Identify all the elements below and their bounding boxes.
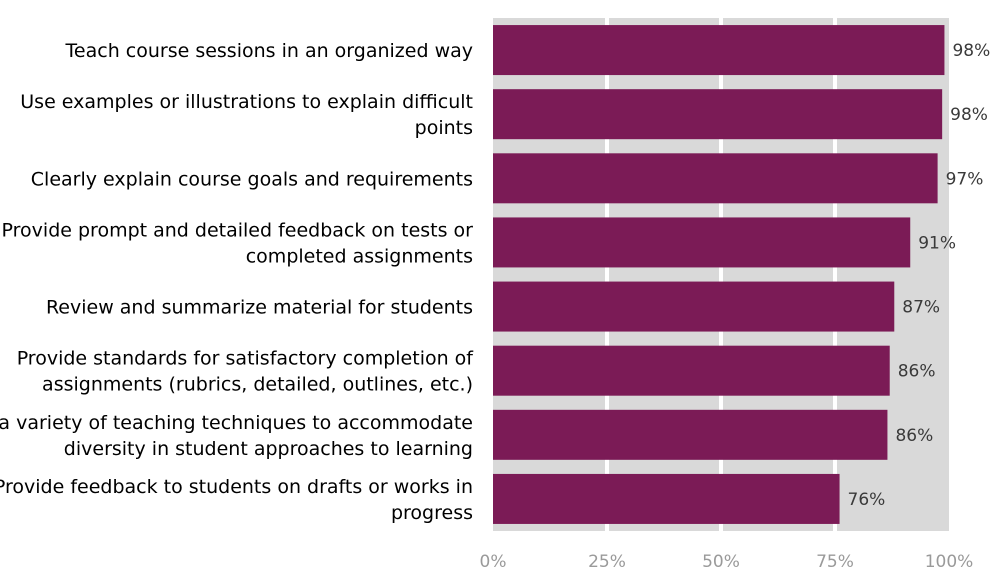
bar-1 — [493, 25, 945, 76]
bar-5 — [493, 281, 895, 332]
value-label-8: 76% — [848, 490, 886, 510]
bar-2 — [493, 89, 943, 140]
category-label-3: Clearly explain course goals and require… — [31, 168, 473, 190]
x-tick-label-25: 25% — [588, 552, 626, 572]
bars — [493, 25, 945, 524]
bar-4 — [493, 217, 911, 268]
value-labels: 98% 98% 97% 91% 87% 86% 86% 76% — [848, 41, 991, 510]
category-label-2-line-1: Use examples or illustrations to explain… — [20, 91, 473, 113]
value-label-5: 87% — [902, 298, 940, 318]
category-label-8-line-1: Provide feedback to students on drafts o… — [0, 476, 473, 498]
category-label-7-line-1: Use a variety of teaching techniques to … — [0, 412, 473, 434]
x-tick-label-50: 50% — [702, 552, 740, 572]
value-label-7: 86% — [895, 426, 933, 446]
bar-3 — [493, 153, 938, 204]
value-label-4: 91% — [918, 233, 956, 253]
value-label-1: 98% — [952, 41, 990, 61]
category-label-2-line-2: points — [415, 117, 473, 139]
category-label-1: Teach course sessions in an organized wa… — [65, 40, 473, 62]
category-label-4-line-2: completed assignments — [246, 245, 473, 267]
x-tick-label-75: 75% — [816, 552, 854, 572]
category-label-4-line-1: Provide prompt and detailed feedback on … — [2, 219, 474, 241]
category-label-6-line-2: assignments (rubrics, detailed, outlines… — [42, 374, 473, 396]
bar-6 — [493, 345, 890, 396]
x-tick-label-0: 0% — [480, 552, 507, 572]
category-label-7-line-2: diversity in student approaches to learn… — [64, 438, 473, 460]
category-label-6-line-1: Provide standards for satisfactory compl… — [17, 348, 475, 370]
category-labels: Teach course sessions in an organized wa… — [0, 40, 474, 524]
value-label-3: 97% — [946, 169, 984, 189]
x-tick-label-100: 100% — [925, 552, 974, 572]
category-label-5: Review and summarize material for studen… — [46, 297, 473, 319]
bar-8 — [493, 473, 840, 524]
x-axis-tick-labels: 0% 25% 50% 75% 100% — [480, 552, 974, 572]
value-label-6: 86% — [898, 362, 936, 382]
bar-7 — [493, 409, 888, 460]
value-label-2: 98% — [950, 105, 988, 125]
category-label-8-line-2: progress — [391, 502, 473, 524]
